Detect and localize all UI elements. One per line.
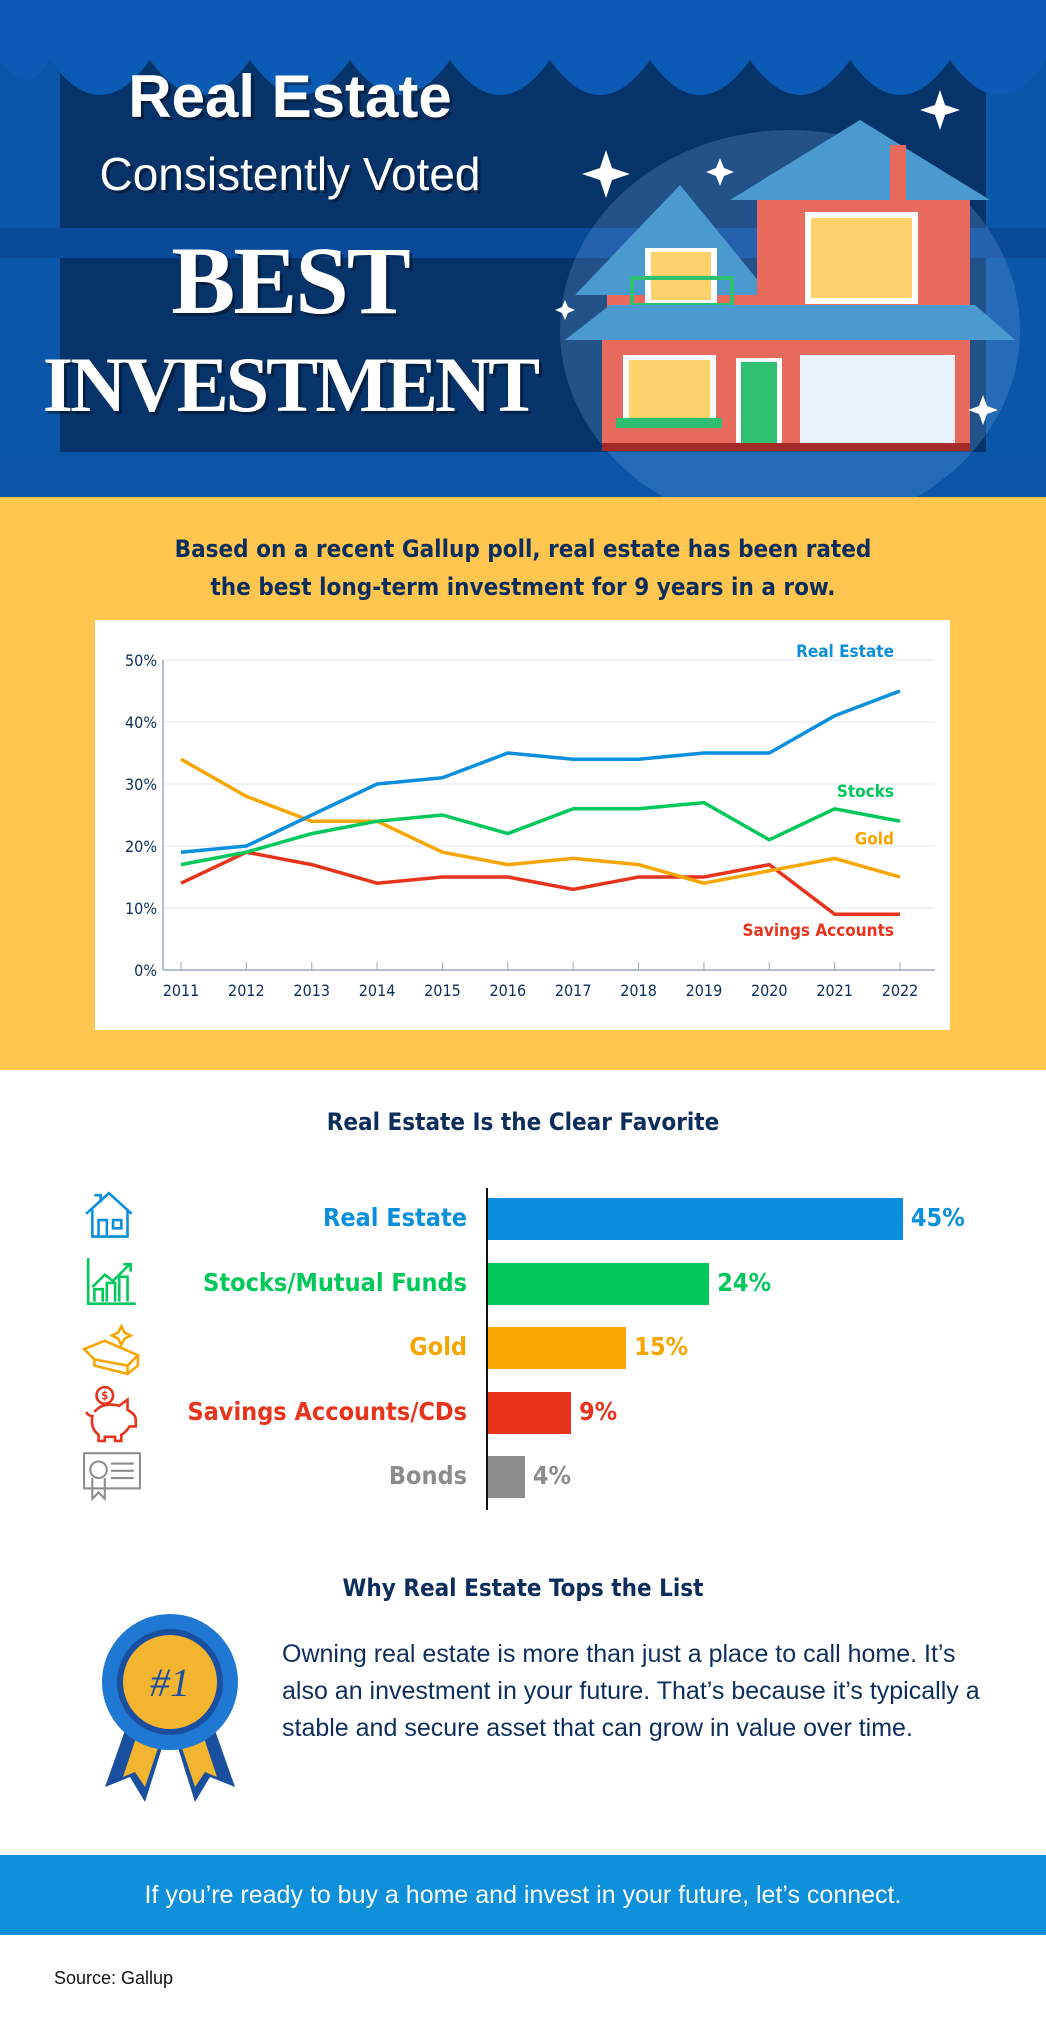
gold-bar-icon bbox=[80, 1318, 144, 1378]
line-chart-card: 0% 10% 20% 30% 40% 50% 2011 2012 2013 2014 2015 201… bbox=[95, 620, 950, 1030]
y-tick-label: 20% bbox=[125, 837, 157, 856]
bar-value-label: 9% bbox=[578, 1396, 618, 1426]
x-tick-label: 2016 bbox=[490, 981, 527, 1000]
bar-value-label: 24% bbox=[717, 1267, 772, 1297]
y-tick-label: 50% bbox=[125, 651, 157, 670]
series-label: Savings Accounts bbox=[743, 921, 894, 941]
why-title: Why Real Estate Tops the List bbox=[342, 1574, 704, 1602]
bar-axis bbox=[486, 1188, 488, 1510]
x-tick-label: 2021 bbox=[816, 981, 853, 1000]
x-tick-label: 2011 bbox=[163, 981, 200, 1000]
x-tick-label: 2013 bbox=[293, 981, 330, 1000]
bar-value-label: 45% bbox=[910, 1203, 965, 1232]
x-tick-label: 2012 bbox=[228, 981, 265, 1000]
y-tick-label: 0% bbox=[134, 961, 157, 980]
x-tick-label: 2020 bbox=[751, 981, 788, 1000]
x-tick-label: 2017 bbox=[555, 981, 592, 1000]
first-place-ribbon-icon: #1 bbox=[102, 1614, 238, 1802]
piggy-bank-icon: $ bbox=[80, 1383, 144, 1443]
bond-certificate-icon bbox=[80, 1447, 144, 1507]
series-line-gold bbox=[180, 757, 901, 885]
svg-text:$: $ bbox=[101, 1388, 108, 1402]
bar-savings-accounts-cds bbox=[488, 1391, 571, 1434]
x-tick-label: 2019 bbox=[686, 981, 723, 1000]
x-tick-label: 2022 bbox=[882, 981, 919, 1000]
hero-title-line1: Real Estate bbox=[128, 63, 452, 130]
bar-bonds bbox=[488, 1456, 525, 1498]
x-tick-label: 2014 bbox=[359, 981, 396, 1000]
bar-value-label: 4% bbox=[532, 1461, 572, 1490]
bar-category-label: Real Estate bbox=[323, 1203, 467, 1232]
intro-line2: the best long-term investment for 9 year… bbox=[210, 573, 836, 601]
bar-category-label: Savings Accounts/CDs bbox=[187, 1396, 467, 1426]
hero-title-line4: INVESTMENT bbox=[42, 341, 540, 428]
ribbon-label: #1 bbox=[150, 1660, 190, 1705]
bar-category-label: Stocks/Mutual Funds bbox=[203, 1267, 467, 1297]
line-chart: 0% 10% 20% 30% 40% 50% 2011 2012 2013 2014 2015 201… bbox=[125, 642, 935, 1000]
bar-stocks-mutual-funds bbox=[488, 1262, 710, 1305]
series-label: Gold bbox=[855, 829, 894, 849]
bar-category-label: Gold bbox=[409, 1332, 467, 1361]
hero-title-line2: Consistently Voted bbox=[99, 148, 481, 200]
y-tick-label: 40% bbox=[125, 713, 157, 732]
source-note: Source: Gallup bbox=[54, 1968, 174, 1988]
series-line-savings-accounts bbox=[180, 850, 900, 916]
intro-text: Based on a recent Gallup poll, real esta… bbox=[0, 530, 1046, 606]
x-tick-label: 2015 bbox=[424, 981, 461, 1000]
why-body: Owning real estate is more than just a p… bbox=[282, 1640, 980, 1742]
series-label: Real Estate bbox=[796, 642, 894, 662]
hero-banner: Real Estate Consistently Voted BEST INVE… bbox=[0, 0, 1046, 497]
y-tick-label: 30% bbox=[125, 775, 157, 794]
intro-line1: Based on a recent Gallup poll, real esta… bbox=[174, 535, 872, 563]
series-line-real-estate bbox=[180, 689, 901, 854]
hero-title-line3: BEST bbox=[171, 227, 410, 334]
series-line-stocks bbox=[180, 800, 901, 867]
bar-category-label: Bonds bbox=[388, 1461, 467, 1490]
house-icon bbox=[80, 1189, 144, 1249]
y-tick-label: 10% bbox=[125, 899, 157, 918]
call-to-action-banner: If you’re ready to buy a home and invest… bbox=[0, 1855, 1046, 1935]
series-label: Stocks bbox=[837, 782, 894, 802]
bar-gold bbox=[488, 1327, 627, 1369]
bar-real-estate bbox=[488, 1198, 903, 1240]
bar-value-label: 15% bbox=[634, 1332, 689, 1361]
x-tick-label: 2018 bbox=[620, 981, 657, 1000]
bar-chart-title: Real Estate Is the Clear Favorite bbox=[326, 1108, 720, 1136]
stage-house-illustration bbox=[0, 0, 1046, 497]
growth-chart-icon bbox=[80, 1254, 144, 1314]
